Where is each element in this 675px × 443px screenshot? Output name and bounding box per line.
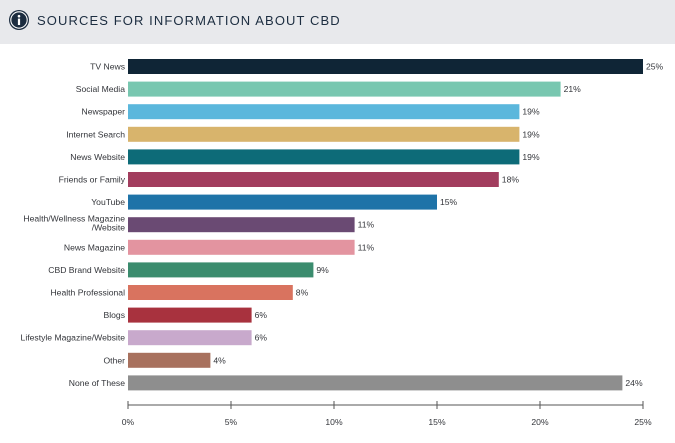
bar (128, 149, 520, 165)
bar (128, 262, 314, 278)
x-tick-label: 5% (225, 417, 238, 427)
data-label: 24% (625, 378, 643, 388)
bar (128, 307, 252, 323)
data-label: 6% (255, 333, 268, 343)
chart-header: SOURCES FOR INFORMATION ABOUT CBD (0, 0, 675, 44)
data-label: 19% (522, 129, 540, 139)
category-label: CBD Brand Website (48, 265, 125, 275)
data-label: 6% (255, 310, 268, 320)
bar (128, 59, 643, 74)
bar (128, 352, 211, 368)
data-label: 19% (522, 107, 540, 117)
category-label: TV News (90, 62, 125, 72)
bar (128, 285, 293, 300)
data-label: 25% (646, 62, 664, 72)
bar (128, 172, 499, 187)
category-label: None of These (69, 378, 125, 388)
data-label: 15% (440, 197, 458, 207)
data-label: 4% (213, 355, 226, 365)
category-label: Blogs (104, 310, 126, 320)
chart-title: SOURCES FOR INFORMATION ABOUT CBD (37, 13, 341, 28)
bar (128, 330, 252, 346)
category-label: Other (104, 355, 126, 365)
bar (128, 239, 355, 255)
bar (128, 126, 520, 142)
category-label: Social Media (76, 84, 125, 94)
x-tick-label: 25% (634, 417, 652, 427)
category-label: YouTube (91, 197, 125, 207)
category-label: News Website (70, 152, 125, 162)
x-tick-label: 20% (531, 417, 549, 427)
category-label: Internet Search (66, 129, 125, 139)
bar (128, 81, 561, 97)
category-label: Lifestyle Magazine/Website (21, 333, 126, 343)
data-label: 11% (358, 242, 375, 252)
info-icon (9, 10, 29, 30)
category-label: News Magazine (64, 242, 125, 252)
data-label: 11% (358, 220, 375, 230)
category-label: Newspaper (82, 107, 126, 117)
category-label: Health Professional (50, 288, 125, 298)
data-label: 21% (564, 84, 582, 94)
bar (128, 375, 623, 391)
category-label: Health/Wellness Magazine/Website (23, 214, 125, 233)
bar (128, 104, 520, 120)
x-tick-label: 0% (122, 417, 135, 427)
bar (128, 194, 437, 210)
x-tick-label: 15% (428, 417, 446, 427)
bar (128, 217, 355, 233)
data-label: 9% (316, 265, 329, 275)
data-label: 8% (296, 288, 309, 298)
data-label: 18% (502, 175, 520, 185)
x-tick-label: 10% (325, 417, 343, 427)
category-label: Friends or Family (59, 175, 126, 185)
data-label: 19% (522, 152, 540, 162)
